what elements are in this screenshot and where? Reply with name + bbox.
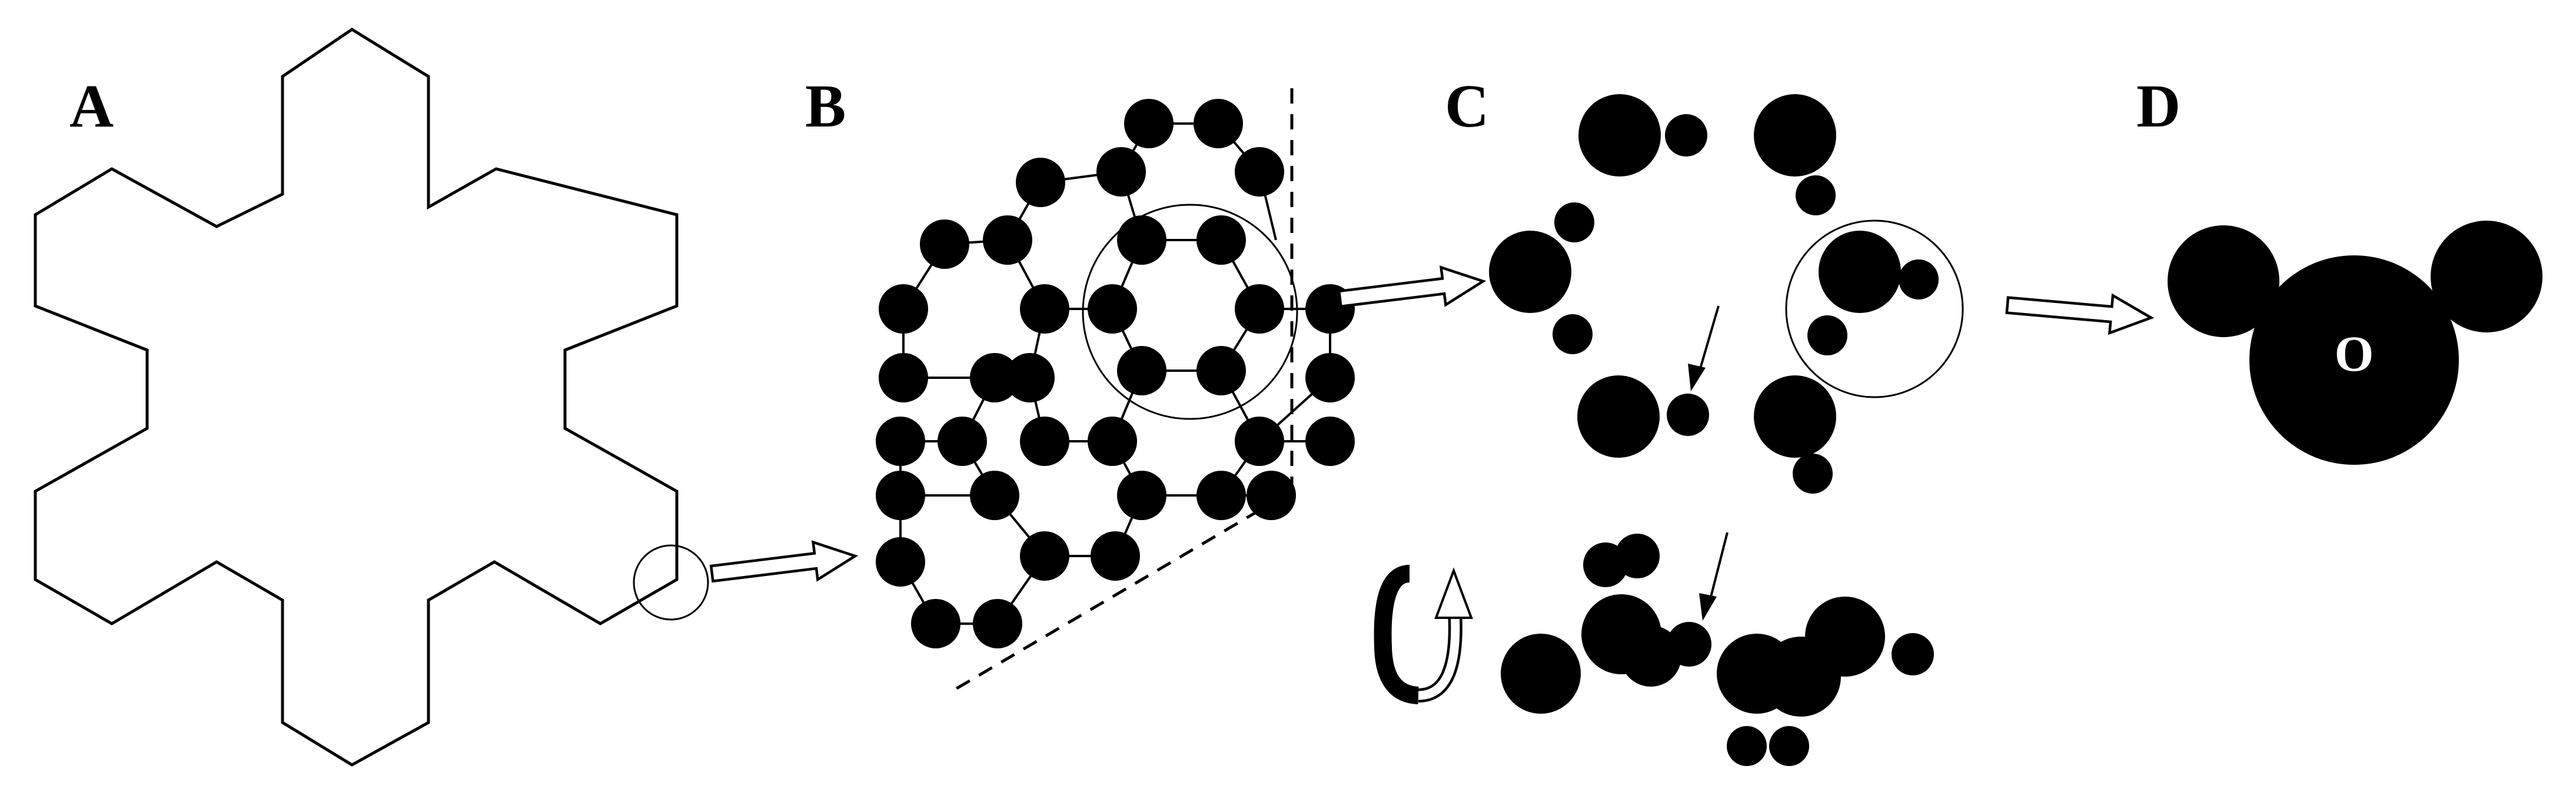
arrow-b-to-c	[1338, 262, 1485, 317]
oxygen-atom	[2249, 255, 2459, 465]
panel-label-b: B	[805, 72, 846, 140]
panel-d-water-molecule: O	[2168, 221, 2542, 465]
lattice-dashed-edge	[948, 88, 1294, 695]
arrow-a-to-b	[710, 537, 857, 592]
oxygen-label: O	[2335, 325, 2374, 382]
water-molecule-1	[1578, 94, 1707, 177]
panel-label-c: C	[1445, 72, 1489, 140]
hydrogen-pointer-top	[1688, 305, 1720, 391]
water-molecule-3	[1489, 202, 1594, 354]
water-molecule-6	[1754, 375, 1836, 494]
molecule-zoom-circle	[1785, 219, 1964, 398]
hydrogen-pointer-bottom	[1699, 532, 1729, 621]
water-molecule-2	[1754, 94, 1836, 215]
rotation-arrow-icon	[1374, 565, 1473, 704]
lattice-zoom-circle	[1082, 204, 1298, 420]
panel-a-snowflake	[34, 28, 709, 767]
arrow-c-to-d	[2006, 287, 2153, 337]
water-molecule-4	[1807, 231, 1939, 355]
snowflake-zoom-circle	[633, 544, 709, 621]
hydrogen-atom-right	[2431, 221, 2542, 332]
panel-c-water-ring	[1489, 94, 1964, 494]
hydrogen-atom-left	[2168, 225, 2279, 337]
panel-b-ice-lattice	[876, 88, 1355, 695]
panel-c-side-view	[1374, 532, 1934, 766]
panel-label-d: D	[2136, 72, 2181, 140]
snowflake-outline	[34, 28, 679, 767]
panel-label-a: A	[69, 72, 114, 140]
water-molecule-5	[1577, 375, 1709, 458]
lattice-atoms	[876, 99, 1355, 648]
